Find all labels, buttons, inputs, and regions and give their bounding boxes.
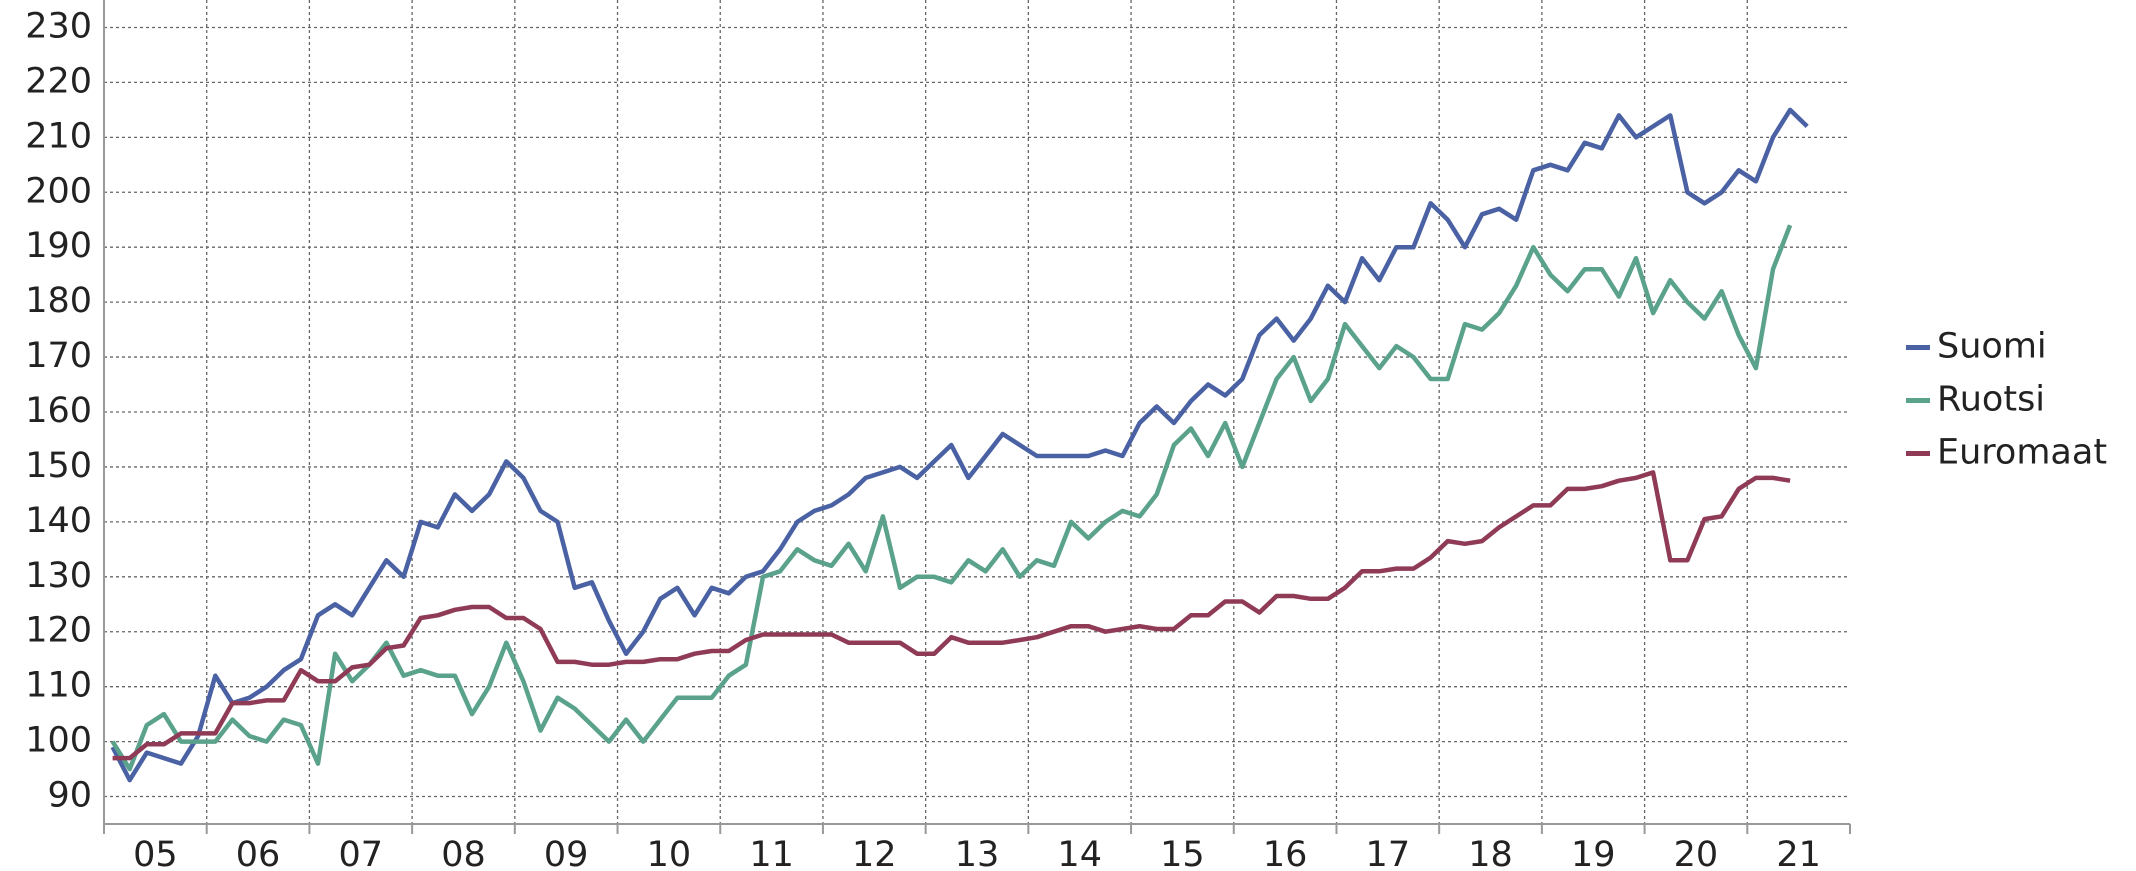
y-tick-label: 230 <box>25 6 92 46</box>
y-tick-label: 220 <box>25 61 92 101</box>
x-tick-label: 11 <box>749 835 794 871</box>
x-tick-label: 06 <box>236 835 281 871</box>
x-tick-label: 08 <box>441 835 486 871</box>
y-tick-label: 200 <box>25 171 92 211</box>
x-tick-label: 18 <box>1468 835 1513 871</box>
series-line <box>110 107 1809 783</box>
x-tick-label: 09 <box>544 835 589 871</box>
x-tick-label: 20 <box>1674 835 1719 871</box>
series-line <box>110 224 1793 772</box>
x-tick-label: 21 <box>1776 835 1821 871</box>
legend-label: Suomi <box>1937 327 2047 367</box>
x-tick-label: 07 <box>338 835 383 871</box>
x-tick-label: 14 <box>1057 835 1102 871</box>
y-tick-label: 170 <box>25 336 92 376</box>
y-tick-label: 90 <box>47 776 92 816</box>
y-tick-label: 140 <box>25 501 92 541</box>
series-line <box>112 470 1791 761</box>
y-tick-label: 120 <box>25 611 92 651</box>
y-tick-label: 150 <box>25 446 92 486</box>
x-tick-label: 16 <box>1263 835 1308 871</box>
x-tick-label: 17 <box>1366 835 1411 871</box>
y-tick-label: 210 <box>25 116 92 156</box>
x-tick-label: 12 <box>852 835 897 871</box>
x-tick-label: 05 <box>133 835 178 871</box>
y-tick-label: 180 <box>25 281 92 321</box>
y-tick-label: 190 <box>25 226 92 266</box>
x-tick-label: 19 <box>1571 835 1616 871</box>
legend-label: Euromaat <box>1937 433 2107 473</box>
x-tick-label: 10 <box>647 835 692 871</box>
y-tick-label: 130 <box>25 556 92 596</box>
y-tick-label: 110 <box>25 666 92 706</box>
y-tick-label: 160 <box>25 391 92 431</box>
x-tick-label: 15 <box>1160 835 1205 871</box>
y-tick-label: 100 <box>25 721 92 761</box>
x-tick-label: 13 <box>955 835 1000 871</box>
legend-label: Ruotsi <box>1937 380 2045 420</box>
